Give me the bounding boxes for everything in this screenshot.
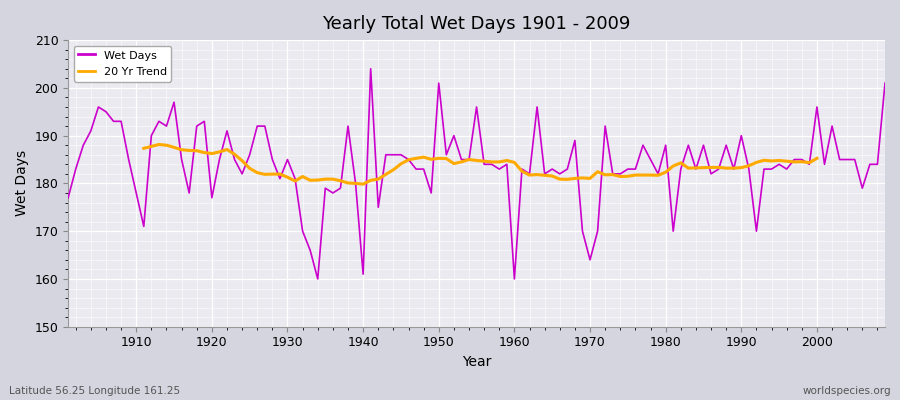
Legend: Wet Days, 20 Yr Trend: Wet Days, 20 Yr Trend	[74, 46, 171, 82]
Y-axis label: Wet Days: Wet Days	[15, 150, 29, 216]
X-axis label: Year: Year	[462, 355, 491, 369]
Title: Yearly Total Wet Days 1901 - 2009: Yearly Total Wet Days 1901 - 2009	[322, 15, 631, 33]
Text: Latitude 56.25 Longitude 161.25: Latitude 56.25 Longitude 161.25	[9, 386, 180, 396]
Text: worldspecies.org: worldspecies.org	[803, 386, 891, 396]
